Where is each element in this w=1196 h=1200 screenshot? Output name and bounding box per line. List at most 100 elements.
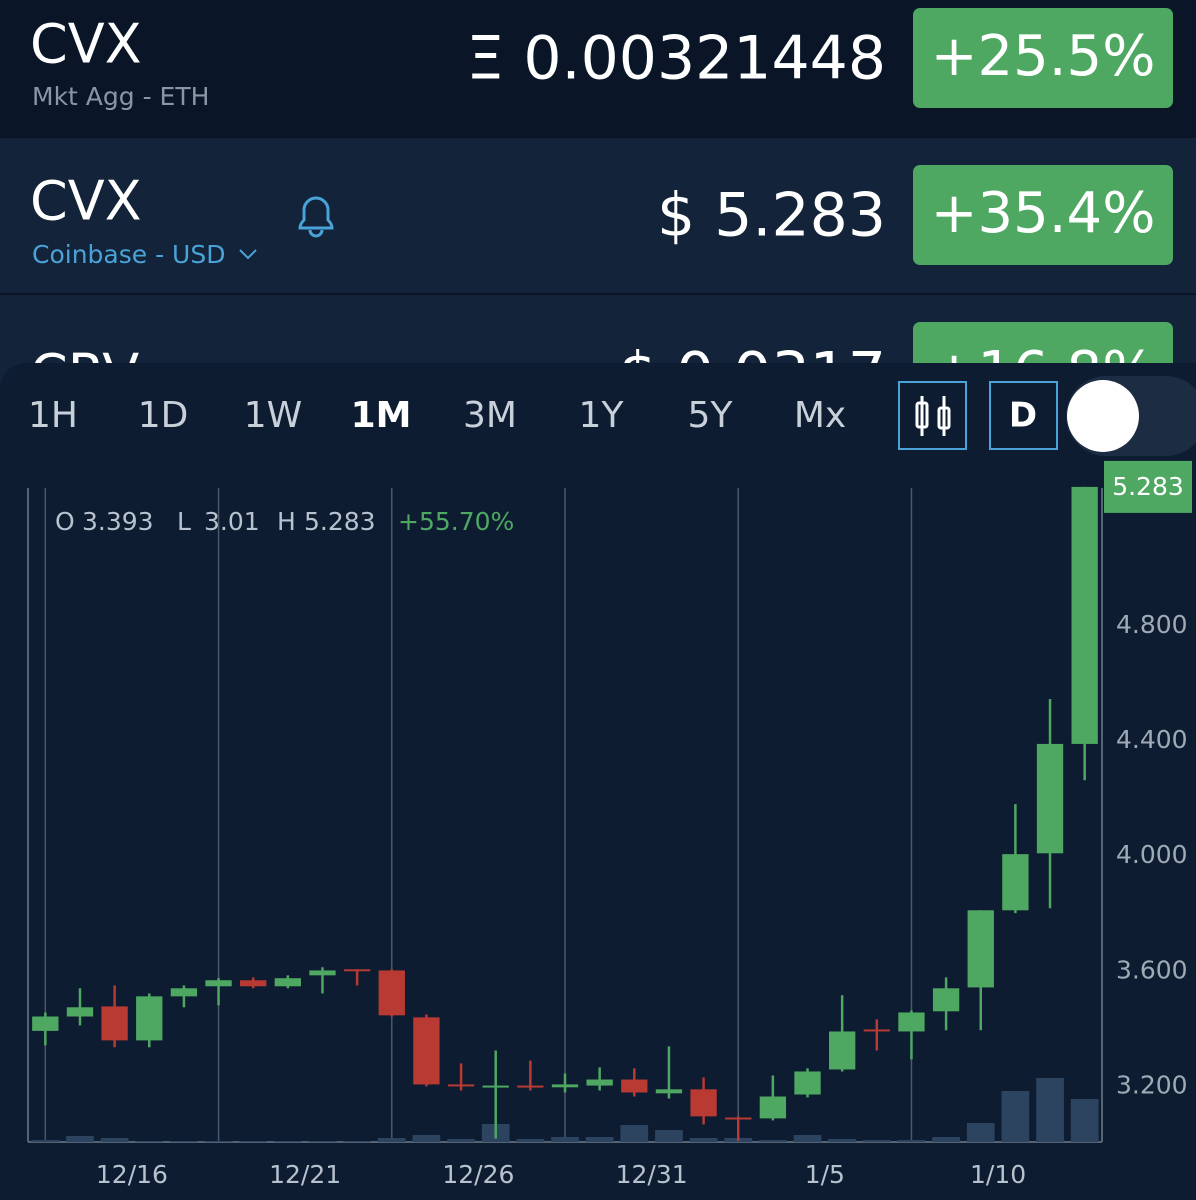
ohlc-value: 3.393: [82, 507, 154, 536]
y-tick-label: 4.400: [1116, 725, 1188, 754]
candle-body: [551, 1084, 579, 1088]
candle-body: [1071, 486, 1098, 744]
alert-bell[interactable]: [298, 196, 334, 238]
timeframe[interactable]: 1Y: [579, 395, 625, 436]
interval: D: [1009, 396, 1037, 436]
timeframe[interactable]: 5Y: [688, 395, 734, 436]
volume-bar: [932, 1137, 960, 1142]
timeframe[interactable]: 1H: [28, 395, 78, 436]
volume-bar: [966, 1123, 995, 1142]
x-tick-label: 1/10: [970, 1160, 1026, 1189]
toggle-knob: [1067, 380, 1139, 452]
volume-bar: [828, 1139, 857, 1142]
source: Mkt Agg - ETH: [32, 82, 209, 111]
volume-bar: [100, 1138, 129, 1142]
volume-bar: [204, 1141, 233, 1142]
interval-button[interactable]: [989, 381, 1058, 450]
candle-body: [517, 1085, 544, 1088]
candle-body: [378, 970, 405, 1016]
volume-bar: [793, 1135, 822, 1142]
candle-body: [309, 970, 336, 976]
candle-body: [725, 1117, 752, 1120]
candle-body: [1036, 743, 1064, 854]
x-tick-label: 12/16: [96, 1160, 168, 1189]
price: $ 5.283: [657, 181, 886, 251]
x-tick-label: 1/5: [805, 1160, 845, 1189]
volume-bar: [31, 1140, 60, 1142]
chart-type-button[interactable]: [898, 381, 967, 450]
candle-body: [274, 978, 302, 987]
candle-body: [343, 969, 371, 972]
symbol: CVX: [30, 13, 142, 76]
change: +35.4%: [931, 181, 1156, 246]
chevron[interactable]: [239, 249, 257, 260]
symbol: CVX: [30, 170, 142, 233]
ohlc-key: L: [177, 507, 191, 536]
volume-bar: [551, 1137, 579, 1142]
volume-bar: [655, 1130, 683, 1142]
volume-bar: [862, 1140, 891, 1142]
volume-bar: [1070, 1099, 1099, 1142]
timeframe[interactable]: 1W: [244, 395, 303, 436]
ohlc-value: 3.01: [204, 507, 260, 536]
chart-panel: [0, 363, 1196, 1200]
volume-bar: [273, 1141, 302, 1142]
volume-bar: [585, 1137, 614, 1142]
change-label: +55.70%: [398, 507, 514, 536]
ohlc-value: 5.283: [304, 507, 376, 536]
candle-body: [32, 1016, 59, 1031]
change: +25.5%: [931, 24, 1156, 89]
volume-bar: [897, 1140, 926, 1142]
timeframe[interactable]: 1D: [138, 395, 189, 436]
volume-bar: [689, 1138, 718, 1142]
candle-body: [1002, 854, 1029, 911]
timeframe[interactable]: 1M: [351, 395, 412, 436]
candle-body: [759, 1096, 787, 1119]
source[interactable]: Coinbase - USD: [32, 240, 225, 269]
candle-body: [828, 1031, 856, 1070]
volume-bar: [343, 1141, 371, 1142]
y-tick-label: 4.800: [1116, 610, 1188, 639]
candle-body: [932, 988, 960, 1012]
candle-body: [447, 1084, 475, 1087]
timeframe[interactable]: 3M: [463, 395, 517, 436]
ohlc-key: H: [277, 507, 296, 536]
last-price-badge: [1104, 460, 1192, 513]
candle-body: [136, 996, 163, 1041]
candle-body: [240, 980, 267, 987]
volume-bar: [516, 1139, 545, 1142]
volume-bar: [412, 1135, 441, 1142]
price: Ξ 0.00321448: [466, 24, 886, 94]
volume-bar: [759, 1140, 787, 1142]
last-price: 5.283: [1112, 472, 1184, 501]
y-tick-label: 3.600: [1116, 955, 1188, 984]
volume-bar: [620, 1125, 649, 1142]
volume-bar: [1036, 1078, 1064, 1142]
candle-body: [690, 1089, 717, 1117]
volume-bar: [308, 1141, 337, 1142]
candle-body: [655, 1089, 683, 1094]
x-tick-label: 12/31: [616, 1160, 688, 1189]
candle-body: [586, 1079, 613, 1086]
volume-bar: [66, 1136, 94, 1142]
timeframe[interactable]: Mx: [794, 395, 846, 436]
change-badge[interactable]: [913, 8, 1173, 108]
candle-body: [967, 910, 994, 988]
candle-body: [101, 1006, 128, 1041]
candle-body: [898, 1012, 925, 1032]
candle-body: [170, 988, 198, 997]
volume-bar: [135, 1141, 164, 1142]
x-tick-label: 12/26: [442, 1160, 514, 1189]
candle-body: [863, 1029, 890, 1032]
candle-body: [621, 1079, 648, 1093]
candle-body: [482, 1085, 509, 1088]
candle-body: [794, 1071, 821, 1095]
volume-bar: [170, 1141, 198, 1142]
change-badge[interactable]: [913, 165, 1173, 265]
candle-body: [66, 1007, 94, 1017]
x-tick-label: 12/21: [269, 1160, 341, 1189]
volume-bar: [447, 1139, 475, 1142]
candle-icon: [915, 396, 951, 436]
